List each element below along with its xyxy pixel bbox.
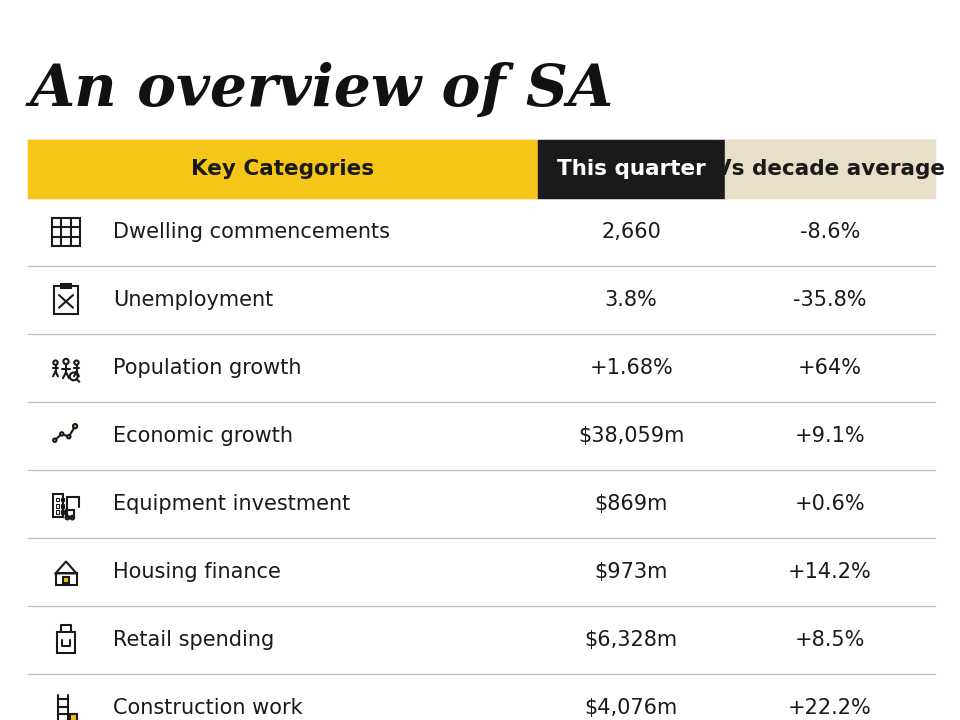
Bar	[57, 631, 75, 653]
Circle shape	[53, 438, 57, 442]
Text: This quarter: This quarter	[557, 159, 706, 179]
Text: +0.6%: +0.6%	[795, 494, 865, 514]
Text: $38,059m: $38,059m	[578, 426, 684, 446]
Text: 2,660: 2,660	[601, 222, 661, 242]
Bar	[61, 498, 64, 501]
Text: Economic growth: Economic growth	[113, 426, 293, 446]
Text: Vs decade average: Vs decade average	[715, 159, 945, 179]
Text: +14.2%: +14.2%	[788, 562, 872, 582]
Bar	[61, 504, 64, 508]
Bar	[56, 510, 59, 514]
Text: $973m: $973m	[594, 562, 668, 582]
Bar	[61, 284, 71, 288]
Text: Key Categories: Key Categories	[191, 159, 374, 179]
Text: +9.1%: +9.1%	[795, 426, 865, 446]
Text: An overview of SA: An overview of SA	[30, 62, 614, 118]
Text: Retail spending: Retail spending	[113, 630, 275, 650]
Bar	[56, 504, 59, 508]
Text: +1.68%: +1.68%	[589, 358, 673, 378]
Bar	[54, 286, 78, 314]
Text: $6,328m: $6,328m	[585, 630, 678, 650]
Text: Housing finance: Housing finance	[113, 562, 281, 582]
Bar	[28, 140, 538, 198]
Text: Unemployment: Unemployment	[113, 290, 274, 310]
Bar	[538, 140, 725, 198]
Text: Dwelling commencements: Dwelling commencements	[113, 222, 390, 242]
Text: -35.8%: -35.8%	[793, 290, 867, 310]
Circle shape	[73, 425, 77, 428]
Text: $869m: $869m	[594, 494, 668, 514]
Bar	[66, 510, 74, 517]
Text: Population growth: Population growth	[113, 358, 301, 378]
Text: Equipment investment: Equipment investment	[113, 494, 350, 514]
Text: 3.8%: 3.8%	[605, 290, 658, 310]
Bar	[61, 510, 64, 514]
Bar	[63, 577, 69, 583]
Bar	[52, 218, 80, 246]
Bar	[54, 494, 63, 517]
Text: -8.6%: -8.6%	[800, 222, 860, 242]
Bar	[56, 498, 59, 501]
Text: +22.2%: +22.2%	[788, 698, 872, 718]
Bar	[56, 573, 77, 585]
Text: $4,076m: $4,076m	[585, 698, 678, 718]
Circle shape	[60, 432, 63, 436]
Circle shape	[73, 424, 77, 428]
Bar	[725, 140, 935, 198]
Text: +8.5%: +8.5%	[795, 630, 865, 650]
Text: Construction work: Construction work	[113, 698, 302, 718]
Text: +64%: +64%	[798, 358, 862, 378]
Bar	[69, 714, 77, 720]
Circle shape	[67, 435, 70, 438]
